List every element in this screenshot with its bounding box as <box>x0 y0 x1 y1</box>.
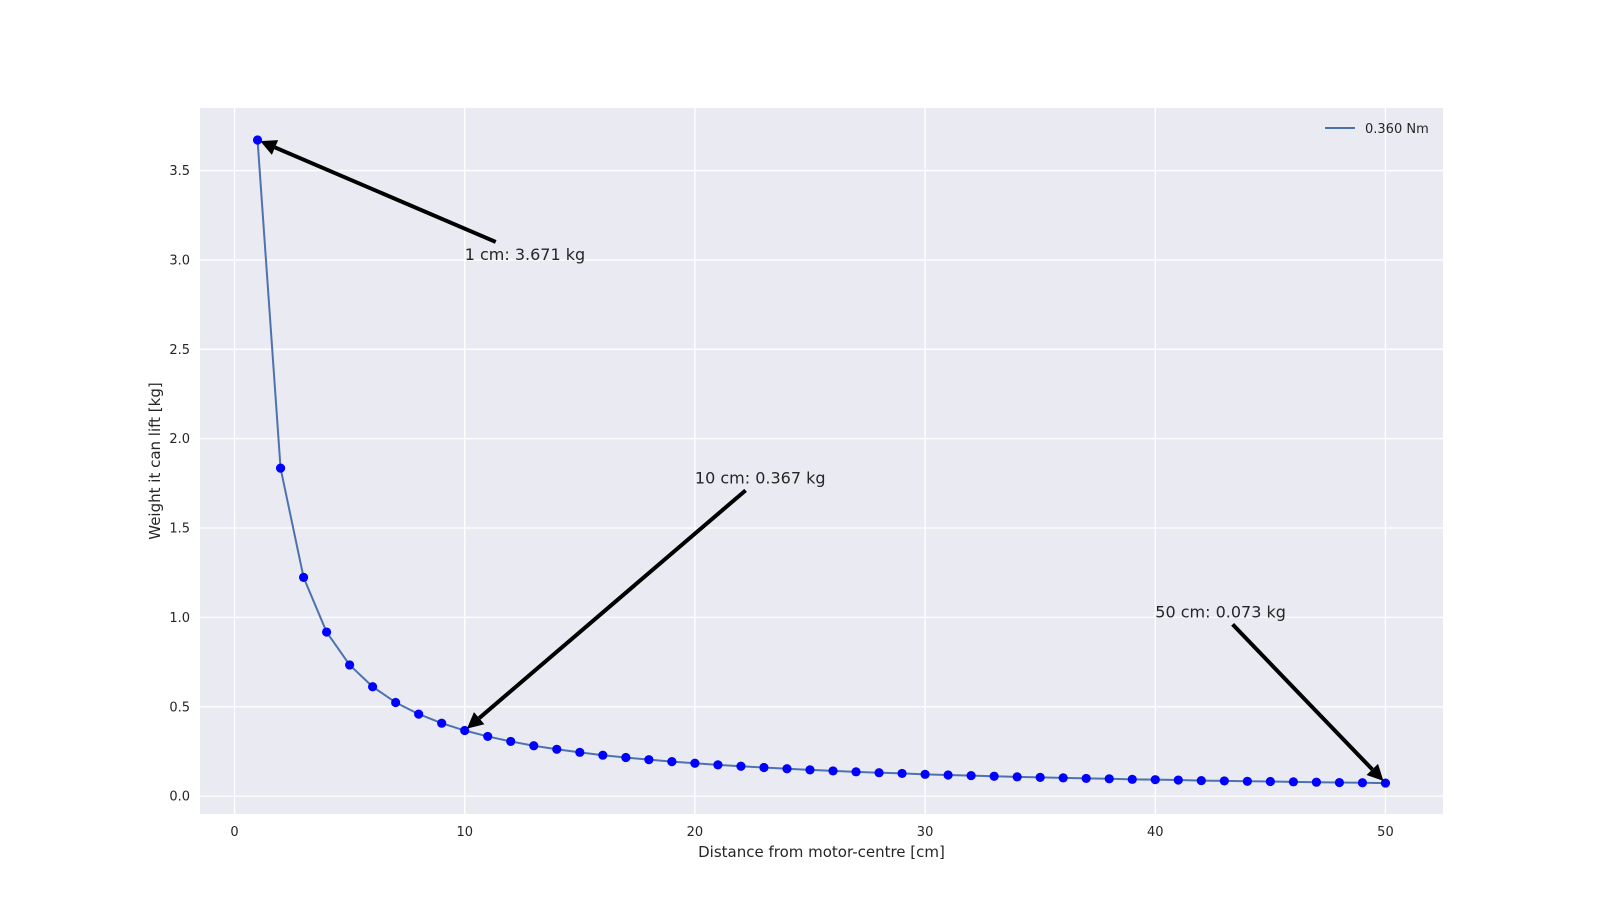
y-tick-label: 2.5 <box>169 343 190 358</box>
data-point <box>252 135 263 145</box>
data-point <box>322 627 332 637</box>
annotation-label: 50 cm: 0.073 kg <box>1155 602 1286 621</box>
data-point <box>1242 776 1252 786</box>
data-point <box>506 736 516 747</box>
plot-background <box>200 108 1443 814</box>
annotation-arrow <box>274 145 497 244</box>
tick-labels: 0 10 20 30 40 50 0.0 0.5 1.0 1.5 2.0 2.5 3.0 3.5 <box>169 164 1393 840</box>
data-point <box>1150 775 1160 785</box>
data-point <box>1288 777 1298 787</box>
data-point <box>552 744 562 754</box>
data-point <box>1357 778 1368 788</box>
data-point <box>1173 775 1183 785</box>
data-point <box>529 741 539 751</box>
annotation-label: 10 cm: 0.367 kg <box>695 468 826 487</box>
data-point <box>345 660 355 670</box>
y-tick-label: 1.5 <box>169 522 190 537</box>
y-tick-label: 3.5 <box>169 164 190 179</box>
data-point <box>805 765 815 775</box>
x-axis-label: Distance from motor-centre [cm] <box>698 843 945 861</box>
x-tick-label: 40 <box>1147 825 1164 840</box>
data-point <box>989 771 999 781</box>
x-tick-label: 20 <box>687 825 704 840</box>
data-point <box>298 572 309 582</box>
annotation-arrowhead <box>466 712 485 729</box>
data-point <box>414 709 424 719</box>
data-point <box>1081 773 1091 784</box>
data-point <box>598 750 608 760</box>
annotation-arrow <box>1231 623 1374 771</box>
data-point <box>483 731 493 742</box>
data-point <box>966 770 976 781</box>
data-point <box>874 768 884 778</box>
data-point <box>851 767 861 777</box>
data-point <box>391 697 401 708</box>
data-point <box>621 752 631 763</box>
data-point <box>1035 772 1045 782</box>
y-tick-label: 1.0 <box>169 611 190 626</box>
y-tick-label: 3.0 <box>169 253 190 268</box>
data-point <box>1058 773 1068 783</box>
data-point <box>275 463 286 473</box>
y-axis-label: Weight it can lift [kg] <box>146 382 164 539</box>
data-point <box>575 747 585 757</box>
legend-label: 0.360 Nm <box>1365 122 1429 137</box>
data-point <box>1196 775 1206 786</box>
data-point <box>828 766 838 776</box>
data-point <box>1265 776 1275 787</box>
data-point <box>1219 776 1229 786</box>
data-point <box>460 725 470 736</box>
data-point <box>690 758 700 768</box>
data-point <box>667 757 677 767</box>
data-point <box>1104 774 1114 784</box>
y-tick-label: 0.0 <box>169 790 190 805</box>
legend: 0.360 Nm <box>1325 122 1429 137</box>
annotation-arrowhead <box>260 140 279 155</box>
grid-lines <box>200 108 1443 814</box>
data-point <box>1311 777 1321 787</box>
data-point <box>1127 774 1137 784</box>
data-point <box>644 755 654 765</box>
data-point <box>713 760 723 770</box>
data-point <box>782 764 792 774</box>
annotation-arrow <box>477 488 747 720</box>
data-point <box>1012 772 1022 782</box>
data-point <box>437 718 447 728</box>
data-point <box>943 770 953 780</box>
x-tick-label: 10 <box>456 825 473 840</box>
annotation-arrowhead <box>1366 763 1384 781</box>
data-point <box>759 762 769 773</box>
data-point <box>368 682 378 692</box>
x-tick-label: 50 <box>1377 825 1394 840</box>
data-point <box>920 769 930 779</box>
x-tick-label: 30 <box>917 825 934 840</box>
y-tick-label: 2.0 <box>169 432 190 447</box>
annotation-label: 1 cm: 3.671 kg <box>465 245 585 264</box>
data-point <box>1334 777 1345 788</box>
data-point <box>897 768 907 779</box>
x-tick-label: 0 <box>230 825 238 840</box>
y-tick-label: 0.5 <box>169 700 190 715</box>
data-point <box>736 761 746 771</box>
annotations: 1 cm: 3.671 kg 10 cm: 0.367 kg 50 cm: 0.07… <box>260 140 1384 781</box>
